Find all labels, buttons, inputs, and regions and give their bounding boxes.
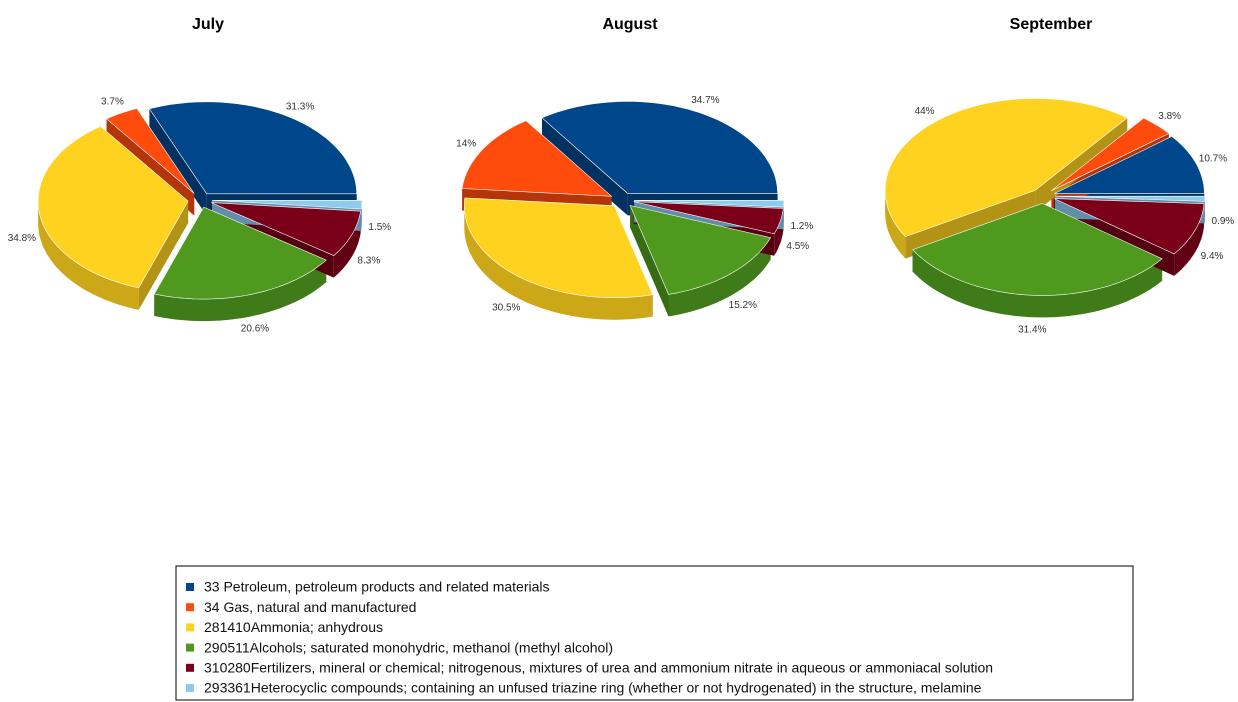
value-label: 3.7% xyxy=(101,97,124,108)
value-label: 9.4% xyxy=(1201,251,1224,262)
value-label: 20.6% xyxy=(241,324,269,335)
slice xyxy=(37,126,189,289)
slice xyxy=(211,200,363,210)
value-label: 34.8% xyxy=(8,233,36,244)
slice xyxy=(1054,198,1205,255)
slice-edge xyxy=(149,108,207,216)
value-label: 1.5% xyxy=(368,222,391,233)
value-label: 14% xyxy=(456,138,476,149)
value-label: 31.3% xyxy=(286,101,314,112)
legend-swatch xyxy=(186,583,194,591)
legend-swatch xyxy=(186,643,194,652)
slice xyxy=(464,197,654,298)
slice xyxy=(884,98,1128,237)
value-label: 0.9% xyxy=(1212,216,1235,227)
legend-label: 290511Alcohols; saturated monohydric, me… xyxy=(204,639,613,655)
value-label: 10.7% xyxy=(1199,154,1227,165)
slice-side xyxy=(668,237,771,317)
legend-swatch xyxy=(186,684,194,692)
legend-swatch xyxy=(186,623,194,632)
slice xyxy=(461,120,613,197)
slice-side xyxy=(912,249,1163,318)
value-label: 34.7% xyxy=(691,95,719,106)
slice xyxy=(633,201,784,235)
slice-edge xyxy=(1035,117,1128,213)
legend-label: 34 Gas, natural and manufactured xyxy=(204,599,416,615)
slice-side xyxy=(885,190,906,259)
legend-label: 281410Ammonia; anhydrous xyxy=(204,619,383,635)
slice-edge xyxy=(542,117,628,216)
slice-edge xyxy=(138,201,189,310)
legend-swatch xyxy=(186,603,194,612)
value-label: 4.5% xyxy=(786,241,809,252)
slice xyxy=(105,108,195,194)
value-label: 15.2% xyxy=(729,300,757,311)
slice xyxy=(633,200,785,208)
slice xyxy=(1054,195,1206,202)
value-label: 30.5% xyxy=(492,303,520,314)
legend-swatch xyxy=(186,663,194,672)
slice xyxy=(211,202,361,256)
slice-side xyxy=(154,260,327,322)
slice xyxy=(1054,136,1205,194)
value-label: 31.4% xyxy=(1018,325,1046,336)
slice-side xyxy=(464,205,653,320)
slice xyxy=(148,101,358,195)
slice-edge xyxy=(630,205,669,317)
slice xyxy=(153,206,327,300)
slice xyxy=(629,205,772,295)
slice-side xyxy=(1174,203,1204,276)
value-label: 1.2% xyxy=(790,221,813,232)
legend-box xyxy=(175,565,1134,701)
chart-title: September xyxy=(1010,16,1093,33)
slice xyxy=(1051,117,1170,191)
value-label: 8.3% xyxy=(357,256,380,267)
chart-title: August xyxy=(602,16,658,33)
slice xyxy=(912,203,1163,296)
legend-label: 310280Fertilizers, mineral or chemical; … xyxy=(204,660,993,676)
value-label: 44% xyxy=(915,106,935,117)
chart-title: July xyxy=(192,16,224,33)
slice-side xyxy=(38,201,139,310)
slice-side xyxy=(333,211,361,278)
value-label: 3.8% xyxy=(1158,111,1181,122)
legend-label: 293361Heterocyclic compounds; containing… xyxy=(204,680,982,696)
slice xyxy=(541,101,778,194)
legend-label: 33 Petroleum, petroleum products and rel… xyxy=(204,579,550,595)
